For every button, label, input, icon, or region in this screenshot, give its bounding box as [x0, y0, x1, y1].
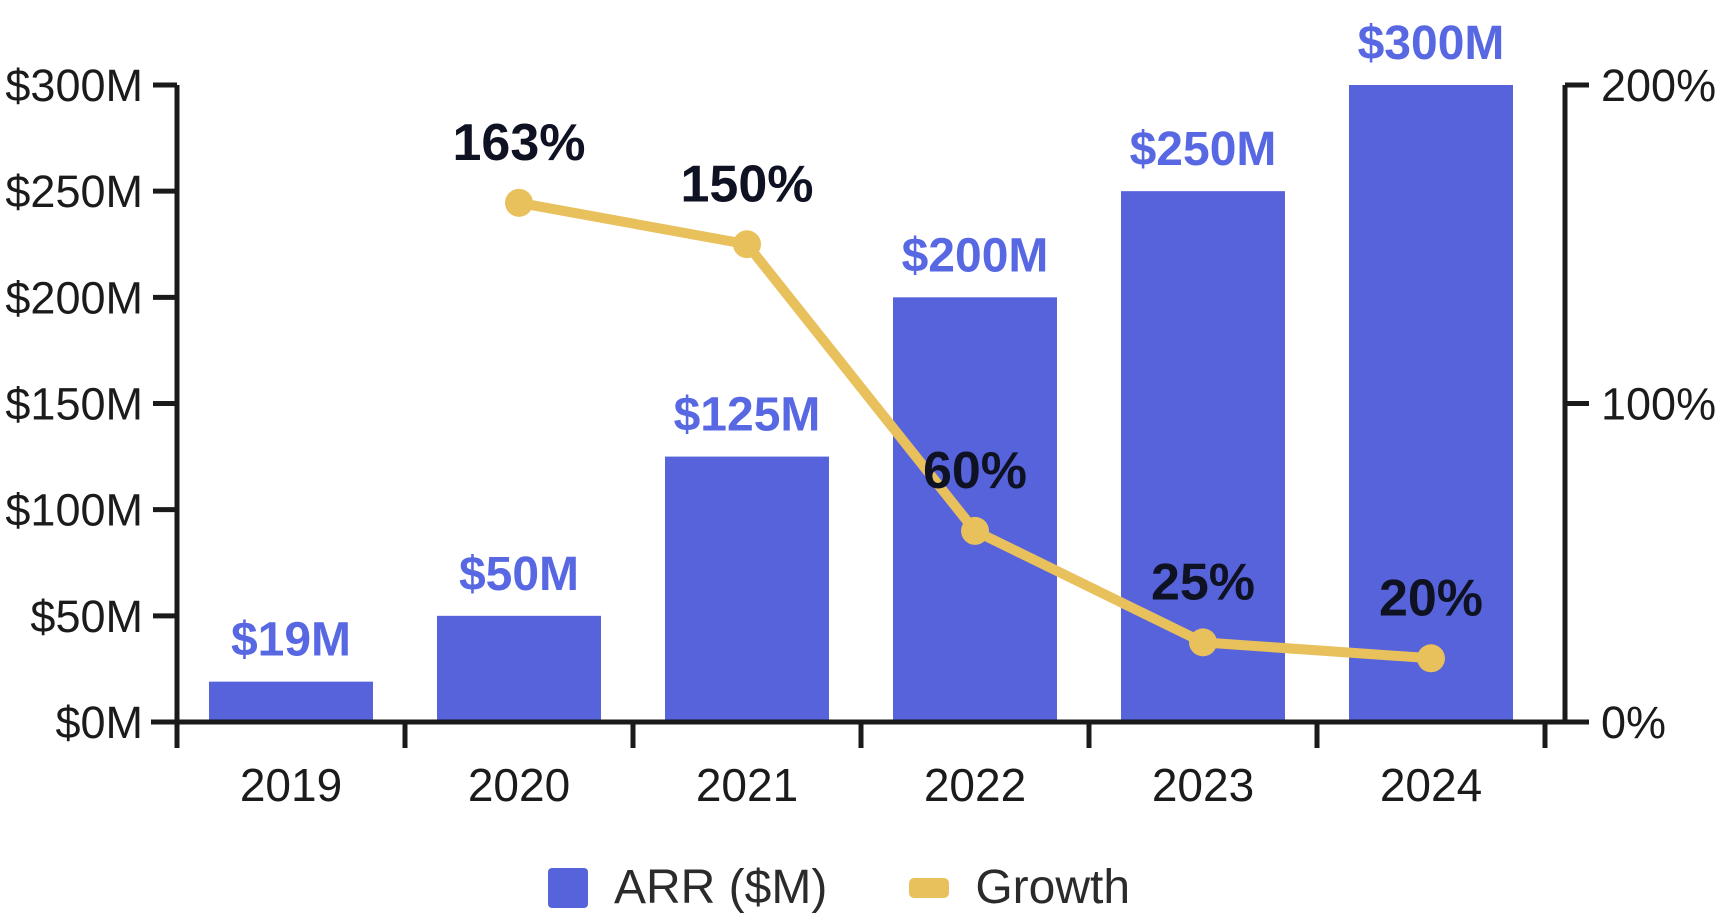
- growth-value-label-2023: 25%: [1151, 553, 1255, 611]
- left-axis-tick-label: $0M: [55, 697, 143, 748]
- x-axis-label-2019: 2019: [240, 759, 342, 811]
- left-axis-tick-label: $150M: [5, 379, 143, 430]
- growth-value-label-2022: 60%: [923, 442, 1027, 500]
- left-axis-tick-label: $100M: [5, 485, 143, 536]
- growth-value-label-2024: 20%: [1379, 569, 1483, 627]
- x-axis-label-2022: 2022: [924, 759, 1026, 811]
- bar-value-label-2022: $200M: [902, 229, 1049, 282]
- bar-value-label-2023: $250M: [1130, 123, 1277, 176]
- left-axis-tick-label: $50M: [30, 591, 143, 642]
- x-axis-label-2023: 2023: [1152, 759, 1254, 811]
- left-axis-tick-label: $250M: [5, 166, 143, 217]
- left-axis-tick-label: $200M: [5, 272, 143, 323]
- bar-2021: [665, 456, 829, 722]
- growth-point-2022: [961, 516, 989, 545]
- growth-point-2023: [1189, 628, 1217, 657]
- right-axis-tick-label: 100%: [1601, 379, 1716, 430]
- x-axis-label-2021: 2021: [696, 759, 798, 811]
- legend-arr-label: ARR ($M): [614, 861, 828, 914]
- growth-point-2024: [1417, 644, 1445, 673]
- bar-value-label-2020: $50M: [459, 548, 579, 601]
- bar-2024: [1349, 85, 1513, 722]
- growth-value-label-2021: 150%: [681, 155, 814, 213]
- bar-series: [209, 85, 1513, 722]
- x-axis-label-2024: 2024: [1380, 759, 1482, 811]
- legend-growth-swatch: [909, 878, 950, 898]
- growth-value-label-2020: 163%: [453, 114, 586, 172]
- bar-2022: [893, 297, 1057, 722]
- legend-growth-label: Growth: [975, 861, 1131, 914]
- bar-2020: [437, 615, 601, 722]
- axes: $0M $50M $100M $150M $200M $250M $300M 0% 100% 20…: [5, 60, 1716, 811]
- bar-value-label-2019: $19M: [231, 614, 351, 667]
- growth-point-2021: [733, 230, 761, 259]
- right-axis-tick-label: 0%: [1601, 697, 1666, 748]
- legend: ARR ($M) Growth: [548, 862, 1130, 914]
- bar-value-label-2024: $300M: [1358, 17, 1505, 70]
- left-axis-tick-label: $300M: [5, 60, 143, 111]
- growth-point-2020: [505, 188, 533, 217]
- bar-value-label-2021: $125M: [674, 389, 821, 442]
- legend-arr-swatch: [548, 868, 588, 908]
- x-axis-label-2020: 2020: [468, 759, 570, 811]
- line-series: [505, 188, 1445, 673]
- right-axis-tick-label: 200%: [1601, 60, 1716, 111]
- data-labels: $19M $50M $125M $200M $250M $300M 163% 150% 60% 2…: [231, 17, 1504, 667]
- bar-2019: [209, 681, 373, 722]
